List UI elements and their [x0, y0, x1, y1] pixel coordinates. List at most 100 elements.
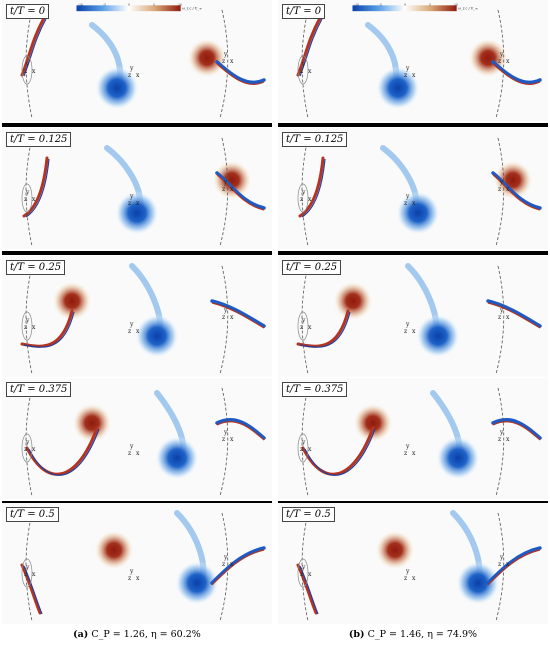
axis-y-label: y: [301, 61, 306, 68]
blade-outline: [21, 183, 33, 213]
time-label: t/T = 0.125: [6, 132, 72, 147]
axis-x-label: x: [136, 72, 140, 79]
blade-path-left: [25, 265, 33, 375]
panel-a-2: t/T = 0.25 y z x y z x y z x: [2, 256, 272, 377]
blade-trail-red: [25, 426, 99, 476]
axis-z-label: z: [128, 72, 131, 79]
axis-y-label: y: [129, 443, 134, 450]
axis-x-label: x: [506, 436, 510, 443]
axis-z-label: z: [498, 58, 501, 65]
colorbar-tick: 10: [178, 2, 182, 6]
positive-vortex: [333, 281, 373, 321]
axis-x-label: x: [308, 446, 312, 453]
blade-trail-blue-right: [486, 299, 542, 328]
blade-path-right: [495, 387, 505, 497]
axis-z-label: z: [128, 575, 131, 582]
axis-x-label: x: [32, 446, 36, 453]
time-label: t/T = 0.25: [6, 260, 66, 275]
negative-vortex: [396, 191, 440, 235]
axis-y-label: y: [129, 568, 134, 575]
blade-trail-red: [301, 426, 375, 476]
caption-b-text: C_P = 1.46, η = 74.9%: [367, 629, 478, 640]
axis-z-label: z: [24, 68, 27, 75]
blade-trail-blue-right: [215, 171, 266, 210]
positive-vortex: [187, 38, 227, 78]
axis-y-label: y: [499, 554, 504, 561]
axis-x-label: x: [230, 58, 234, 65]
vorticity-field: yz x yz xyz x: [297, 387, 542, 497]
axis-z-label: z: [222, 436, 225, 443]
axis-z-label: z: [404, 575, 407, 582]
blade-outline: [297, 558, 309, 588]
axis-z-label: z: [24, 446, 27, 453]
negative-vortex: [155, 436, 199, 480]
axis-z-label: z: [498, 436, 501, 443]
axis-z-label: z: [222, 314, 225, 321]
axis-z-label: z: [24, 571, 27, 578]
axis-z-label: z: [300, 196, 303, 203]
positive-vortex: [72, 403, 112, 443]
axis-x-label: x: [32, 196, 36, 203]
axis-x-label: x: [506, 186, 510, 193]
blade-path-left: [25, 9, 33, 119]
axis-y-label: y: [129, 321, 134, 328]
axis-z-label: z: [404, 328, 407, 335]
blade-path-left: [301, 9, 309, 119]
caption-a-text: C_P = 1.26, η = 60.2%: [91, 629, 201, 640]
blade-path-right: [495, 137, 505, 247]
blade-path-left: [25, 387, 33, 497]
time-label: t/T = 0.5: [6, 507, 59, 522]
panel-b-2: t/T = 0.25 y z x y z x y z x: [278, 256, 548, 377]
colorbar-label: ω_z c / U_∞: [458, 7, 478, 11]
colorbar-gradient: [76, 5, 181, 12]
colorbar-tick: 10: [454, 2, 458, 6]
negative-vortex: [115, 191, 159, 235]
caption-a-tag: (a): [73, 629, 89, 640]
axis-x-label: x: [230, 186, 234, 193]
caption-b-tag: (b): [348, 629, 365, 640]
axis-x-label: x: [230, 561, 234, 568]
blade-trail-blue: [28, 428, 100, 476]
axis-y-label: y: [405, 443, 410, 450]
axis-z-label: z: [300, 68, 303, 75]
blade-trail-red-right: [487, 302, 541, 329]
panel-separator: [278, 251, 548, 255]
blade-trail-blue-right: [491, 171, 542, 210]
blade-trail-blue-right: [491, 417, 542, 440]
axis-y-label: y: [223, 51, 228, 58]
axis-x-label: x: [308, 571, 312, 578]
blade-trail-red-right: [492, 63, 541, 85]
axis-z-label: z: [404, 200, 407, 207]
blade-trail-blue-right: [486, 546, 542, 585]
axis-y-label: y: [301, 189, 306, 196]
panel-a-1: t/T = 0.125 y z x y z x y z x: [2, 128, 272, 249]
axis-x-label: x: [32, 68, 36, 75]
time-label: t/T = 0.375: [282, 382, 348, 397]
panel-a-4: t/T = 0.5 y z x y z x y z x: [2, 503, 272, 624]
blade-trail-red: [20, 563, 42, 615]
negative-vortex: [416, 314, 460, 358]
blade-trail-red-right: [492, 174, 541, 211]
axis-y-label: y: [25, 564, 30, 571]
blade-trail-red: [296, 309, 350, 348]
blade-trail-blue: [23, 311, 75, 348]
blade-trail-blue-right: [210, 546, 266, 585]
blade-path-right: [219, 137, 229, 247]
axis-x-label: x: [32, 571, 36, 578]
negative-vortex: [95, 66, 139, 110]
axis-y-label: y: [499, 429, 504, 436]
colorbar-tick: 5: [429, 2, 431, 6]
panel-separator: [2, 123, 272, 127]
axis-x-label: x: [412, 450, 416, 457]
axis-x-label: x: [506, 314, 510, 321]
axis-z-label: z: [24, 324, 27, 331]
axis-z-label: z: [222, 58, 225, 65]
blade-outline: [21, 55, 33, 85]
blade-path-left: [25, 512, 33, 622]
axis-z-label: z: [128, 200, 131, 207]
axis-z-label: z: [498, 186, 501, 193]
axis-z-label: z: [300, 446, 303, 453]
axis-y-label: y: [499, 51, 504, 58]
time-label: t/T = 0.5: [282, 507, 335, 522]
vorticity-field: yz x yz xyz x: [296, 510, 542, 622]
